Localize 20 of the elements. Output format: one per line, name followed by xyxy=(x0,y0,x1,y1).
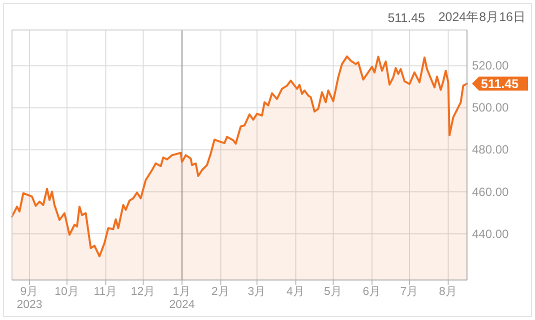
y-tick-label: 460.00 xyxy=(472,184,510,199)
text: 2024年8月16日 xyxy=(438,10,526,24)
x-tick-label: 7月 xyxy=(400,285,419,298)
x-tick-label: 8月 xyxy=(439,285,458,298)
y-tick-label: 500.00 xyxy=(472,100,510,115)
y-tick-label: 520.00 xyxy=(472,58,510,73)
y-tick-label: 480.00 xyxy=(472,142,510,157)
x-tick-label: 2月 xyxy=(212,285,230,298)
annotation: 511.45 xyxy=(481,77,519,92)
x-tick-label: 5月 xyxy=(324,285,342,298)
x-tick-label: 12月 xyxy=(130,285,156,298)
text: 511.45 xyxy=(388,11,426,25)
x-tick-label: 1月 2024 xyxy=(169,285,196,311)
y-tick-label: 440.00 xyxy=(472,226,510,241)
x-tick-label: 6月 xyxy=(362,285,382,298)
x-tick-label: 9月 2023 xyxy=(16,285,42,311)
x-tick-label: 10月 xyxy=(54,285,80,298)
x-tick-label: 3月 xyxy=(248,285,266,298)
x-tick-label: 11月 xyxy=(94,285,118,298)
x-tick-label: 4月 xyxy=(286,285,305,298)
